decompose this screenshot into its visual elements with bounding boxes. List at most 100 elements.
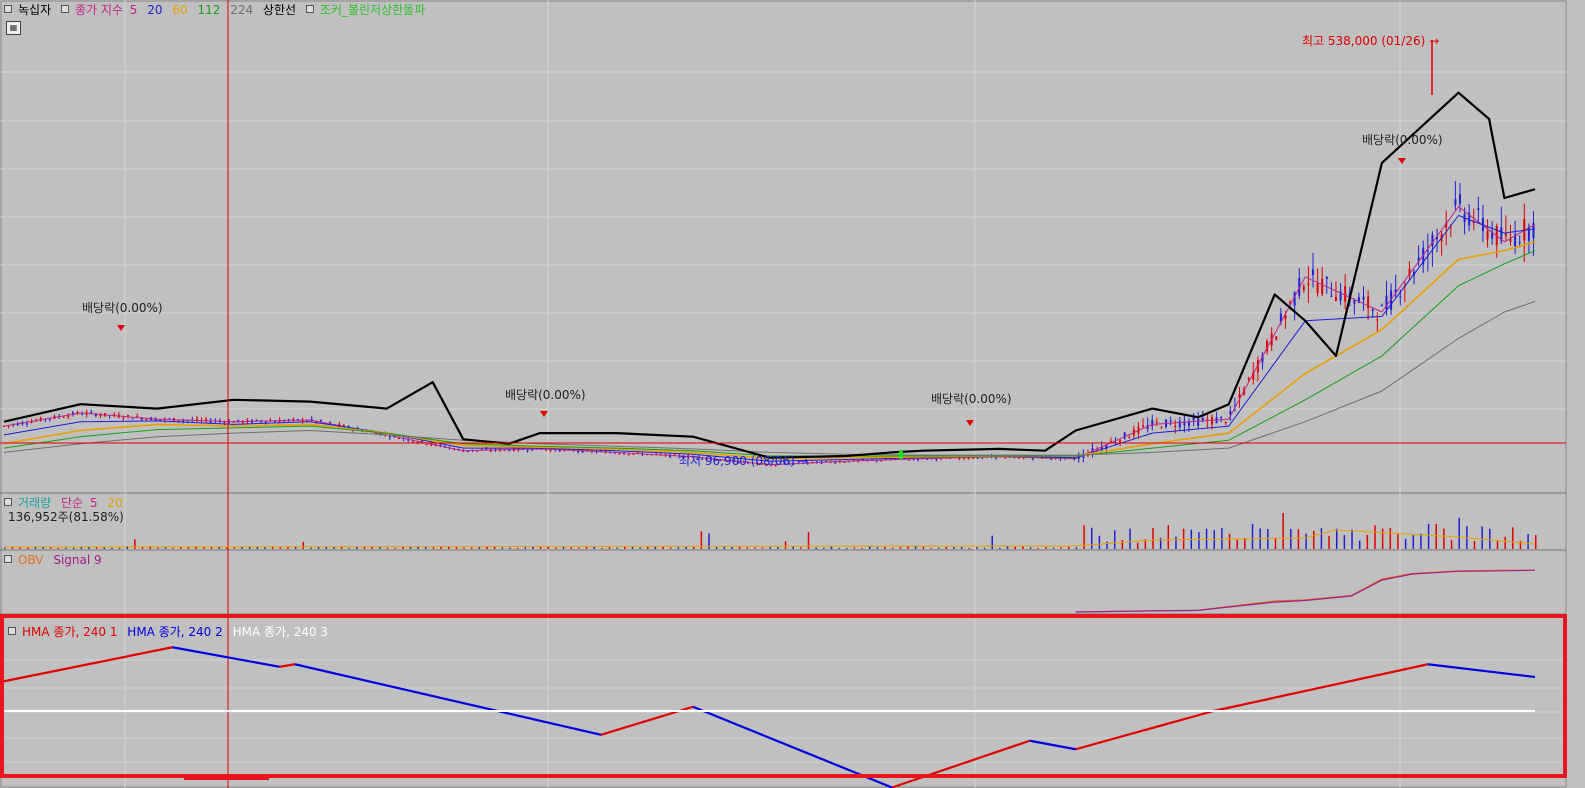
volume-bar — [1152, 527, 1154, 549]
volume-bar — [187, 547, 190, 549]
series-line-3 — [3, 241, 1536, 460]
volume-bar — [953, 547, 955, 549]
stock-name: 녹십자 — [18, 3, 52, 17]
legend-square-icon[interactable] — [4, 5, 12, 13]
volume-bar — [1450, 540, 1453, 549]
candle-body — [1293, 292, 1296, 306]
ma-period-60: 60 — [172, 3, 188, 17]
candle-body — [306, 420, 309, 422]
hma-series-2: HMA 종가, 240 2 — [127, 625, 223, 639]
candle-body — [1371, 309, 1374, 311]
volume-bar — [363, 546, 366, 549]
volume-bar — [1320, 528, 1323, 549]
legend-square-icon[interactable] — [305, 5, 314, 13]
candle-body — [609, 452, 612, 454]
candle-body — [310, 418, 313, 420]
legend-square-icon[interactable] — [4, 555, 12, 563]
candle-body — [1408, 268, 1411, 277]
candle-body — [747, 462, 750, 464]
volume-bar — [1481, 526, 1483, 549]
volume-bar — [111, 547, 113, 549]
candle-body — [549, 449, 552, 451]
candle-body — [765, 464, 768, 466]
volume-bar — [271, 546, 274, 549]
volume-bar — [1443, 528, 1445, 549]
volume-bar — [333, 547, 335, 549]
legend-square-icon[interactable] — [8, 627, 16, 635]
volume-bar — [846, 547, 848, 549]
candle-body — [577, 451, 580, 453]
dividend-label: 배당락(0.00%) — [82, 301, 163, 315]
volume-bar — [930, 547, 932, 549]
candle-body — [329, 422, 332, 424]
candle-body — [388, 436, 391, 438]
volume-bar — [1351, 529, 1353, 549]
volume-ma-20: 20 — [107, 496, 123, 510]
volume-bar — [639, 547, 641, 549]
volume-bar — [1435, 523, 1437, 549]
candle-body — [1210, 417, 1213, 425]
candle-body — [1123, 432, 1126, 439]
volume-bar — [325, 547, 328, 549]
grid-toggle-icon[interactable]: ▦ — [6, 21, 21, 35]
volume-bar — [279, 547, 282, 549]
volume-bar — [1106, 541, 1108, 549]
candle-body — [861, 459, 864, 461]
volume-bar — [1022, 546, 1024, 549]
candle-body — [1330, 295, 1333, 297]
candle-body — [1183, 421, 1186, 426]
candle-body — [145, 418, 148, 420]
volume-bar — [899, 547, 902, 549]
candle-body — [627, 454, 630, 456]
volume-bar — [1343, 535, 1346, 549]
obv-legend: OBV Signal 9 — [4, 553, 108, 567]
candle-body — [466, 450, 469, 452]
volume-bar — [1045, 547, 1047, 549]
candle-body — [1289, 302, 1292, 304]
candle-body — [1307, 283, 1310, 286]
legend-square-icon[interactable] — [4, 498, 12, 506]
volume-bar — [700, 531, 703, 549]
volume-label: 거래량 — [18, 496, 52, 510]
volume-bar — [616, 547, 618, 549]
candle-body — [1302, 286, 1305, 290]
candle-body — [1142, 425, 1145, 427]
indicator-label: 조커_볼린저상한돌파 — [319, 3, 426, 17]
candle-body — [485, 448, 488, 450]
candle-body — [1229, 411, 1232, 415]
volume-bar — [945, 547, 948, 549]
volume-bar — [302, 541, 305, 549]
volume-bar — [578, 547, 580, 549]
volume-bar — [463, 547, 465, 549]
volume-bar — [738, 546, 741, 549]
series-line-2 — [3, 215, 1536, 462]
candle-body — [673, 454, 676, 456]
volume-bar — [317, 546, 320, 549]
candle-body — [71, 412, 74, 415]
candle-body — [1454, 199, 1457, 206]
candle-body — [1298, 278, 1301, 296]
volume-bar — [1052, 547, 1055, 549]
volume-bar — [769, 547, 771, 549]
candle-body — [453, 448, 456, 450]
volume-bar — [823, 547, 825, 549]
volume-bar — [1121, 539, 1124, 549]
series-line-1 — [3, 206, 1536, 466]
legend-square-icon[interactable] — [60, 5, 69, 13]
candle-body — [1504, 233, 1507, 236]
volume-bar — [1159, 537, 1162, 549]
hma-segment — [294, 663, 602, 736]
candle-body — [1500, 227, 1503, 241]
high-annotation: 최고 538,000 (01/26) → — [1302, 34, 1440, 48]
candle-body — [682, 457, 685, 459]
candle-body — [1192, 416, 1195, 421]
candle-body — [1100, 446, 1103, 450]
volume-bar — [1175, 536, 1177, 549]
volume-bar — [1251, 523, 1254, 549]
candle-body — [1380, 304, 1383, 306]
volume-bar — [585, 546, 588, 549]
candle-body — [1160, 427, 1163, 429]
volume-bar — [134, 539, 136, 549]
